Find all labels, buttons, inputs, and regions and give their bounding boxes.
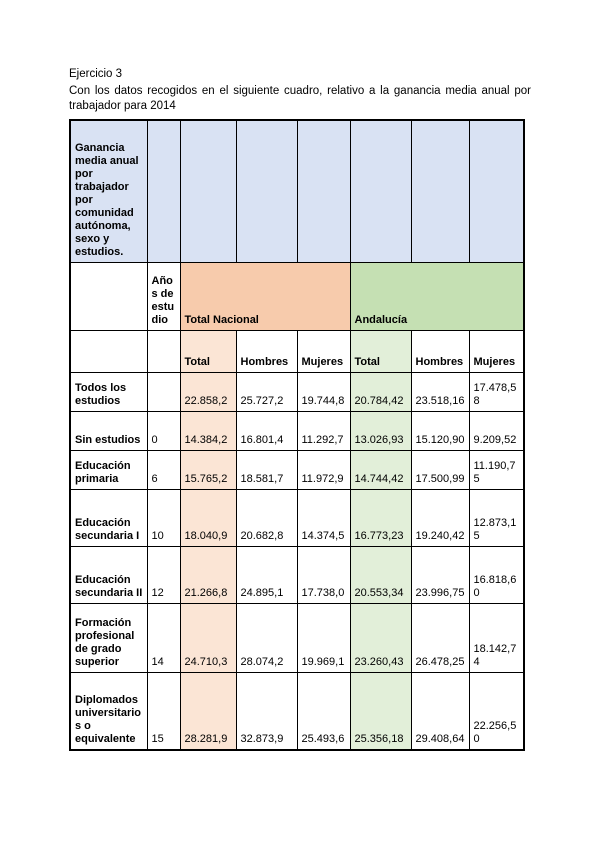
and-total-cell: 13.026,93 (349, 410, 412, 451)
and-hombres-cell: 17.500,99 (410, 449, 470, 490)
and-total-cell: 14.744,42 (349, 449, 412, 490)
nat-mujeres-cell: 19.969,1 (296, 602, 351, 673)
and-mujeres-cell: 9.209,52 (468, 410, 525, 451)
nat-total-cell: 14.384,2 (179, 410, 237, 451)
row-label: Educación primaria (69, 449, 148, 490)
nat-mujeres-cell: 11.292,7 (296, 410, 351, 451)
and-hombres-cell: 23.996,75 (410, 545, 470, 604)
and-hombres-cell: 15.120,90 (410, 410, 470, 451)
nat-total-cell: 18.040,9 (179, 488, 237, 547)
nat-total-cell: 24.710,3 (179, 602, 237, 673)
and-mujeres-cell: 18.142,74 (468, 602, 525, 673)
nat-mujeres-cell: 25.493,6 (296, 671, 351, 751)
empty-cell (410, 119, 470, 263)
row-label: Educación secundaria I (69, 488, 148, 547)
total-nacional-header: Total Nacional (179, 261, 351, 331)
empty-cell (349, 119, 412, 263)
nat-hombres-header: Hombres (235, 329, 298, 373)
and-hombres-cell: 26.478,25 (410, 602, 470, 673)
empty-cell (468, 119, 525, 263)
empty-cell (146, 119, 181, 263)
and-total-header: Total (349, 329, 412, 373)
and-total-cell: 16.773,23 (349, 488, 412, 547)
and-mujeres-cell: 12.873,15 (468, 488, 525, 547)
nat-total-header: Total (179, 329, 237, 373)
sub-header-row: Total Hombres Mujeres Total Hombres Muje… (69, 329, 525, 373)
and-hombres-header: Hombres (410, 329, 470, 373)
and-total-cell: 20.784,42 (349, 371, 412, 412)
empty-cell (69, 261, 148, 331)
nat-mujeres-cell: 11.972,9 (296, 449, 351, 490)
and-mujeres-cell: 11.190,75 (468, 449, 525, 490)
earnings-table: Ganancia media anual por trabajador por … (69, 119, 525, 751)
nat-hombres-cell: 28.074,2 (235, 602, 298, 673)
nat-mujeres-cell: 19.744,8 (296, 371, 351, 412)
group-header-row: Años de estudio Total Nacional Andalucía (69, 261, 525, 331)
and-total-cell: 23.260,43 (349, 602, 412, 673)
and-hombres-cell: 23.518,16 (410, 371, 470, 412)
and-mujeres-cell: 17.478,58 (468, 371, 525, 412)
table-row: Sin estudios 0 14.384,2 16.801,4 11.292,… (69, 410, 525, 451)
nat-hombres-cell: 18.581,7 (235, 449, 298, 490)
nat-total-cell: 21.266,8 (179, 545, 237, 604)
and-mujeres-cell: 22.256,50 (468, 671, 525, 751)
and-total-cell: 25.356,18 (349, 671, 412, 751)
table-row: Educación secundaria II 12 21.266,8 24.8… (69, 545, 525, 604)
nat-total-cell: 15.765,2 (179, 449, 237, 490)
table-title-row: Ganancia media anual por trabajador por … (69, 119, 525, 263)
empty-cell (235, 119, 298, 263)
nat-total-cell: 28.281,9 (179, 671, 237, 751)
and-mujeres-cell: 16.818,60 (468, 545, 525, 604)
nat-mujeres-cell: 17.738,0 (296, 545, 351, 604)
row-label: Sin estudios (69, 410, 148, 451)
empty-cell (179, 119, 237, 263)
years-cell: 14 (146, 602, 181, 673)
nat-hombres-cell: 24.895,1 (235, 545, 298, 604)
years-cell: 6 (146, 449, 181, 490)
table-row: Diplomados universitarios o equivalente … (69, 671, 525, 751)
nat-hombres-cell: 32.873,9 (235, 671, 298, 751)
nat-mujeres-cell: 14.374,5 (296, 488, 351, 547)
years-of-study-header: Años de estudio (146, 261, 181, 331)
and-hombres-cell: 29.408,64 (410, 671, 470, 751)
empty-cell (146, 329, 181, 373)
years-cell: 0 (146, 410, 181, 451)
table-row: Formación profesional de grado superior … (69, 602, 525, 673)
years-cell (146, 371, 181, 412)
exercise-title: Ejercicio 3 (69, 68, 123, 80)
years-cell: 10 (146, 488, 181, 547)
row-label: Todos los estudios (69, 371, 148, 412)
and-hombres-cell: 19.240,42 (410, 488, 470, 547)
row-label: Educación secundaria II (69, 545, 148, 604)
row-label: Formación profesional de grado superior (69, 602, 148, 673)
table-row: Todos los estudios 22.858,2 25.727,2 19.… (69, 371, 525, 412)
table-row: Educación primaria 6 15.765,2 18.581,7 1… (69, 449, 525, 490)
empty-cell (296, 119, 351, 263)
years-cell: 15 (146, 671, 181, 751)
andalucia-header: Andalucía (349, 261, 525, 331)
page-content: Ejercicio 3 Con los datos recogidos en e… (69, 67, 531, 751)
table-title-cell: Ganancia media anual por trabajador por … (69, 119, 148, 263)
row-label: Diplomados universitarios o equivalente (69, 671, 148, 751)
table-row: Educación secundaria I 10 18.040,9 20.68… (69, 488, 525, 547)
intro-paragraph: Con los datos recogidos en el siguiente … (69, 85, 531, 112)
and-total-cell: 20.553,34 (349, 545, 412, 604)
nat-total-cell: 22.858,2 (179, 371, 237, 412)
empty-cell (69, 329, 148, 373)
nat-hombres-cell: 25.727,2 (235, 371, 298, 412)
years-cell: 12 (146, 545, 181, 604)
and-mujeres-header: Mujeres (468, 329, 525, 373)
nat-mujeres-header: Mujeres (296, 329, 351, 373)
nat-hombres-cell: 16.801,4 (235, 410, 298, 451)
nat-hombres-cell: 20.682,8 (235, 488, 298, 547)
